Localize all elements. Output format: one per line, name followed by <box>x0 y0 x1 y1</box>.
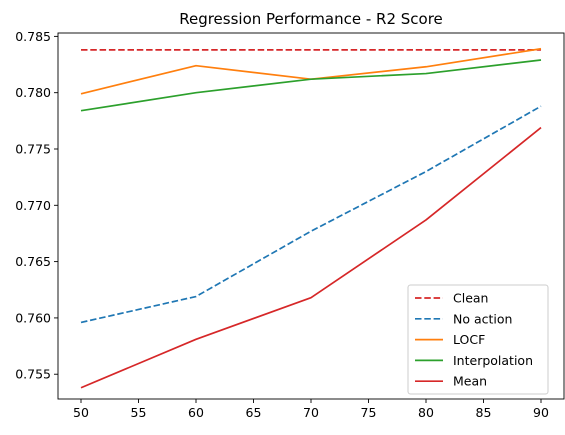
series-line-locf <box>80 47 542 95</box>
chart-title: Regression Performance - R2 Score <box>179 10 443 28</box>
legend-label: Mean <box>453 374 487 389</box>
x-tick-label: 50 <box>73 405 89 420</box>
x-tick-label: 55 <box>131 405 147 420</box>
series-line-mean <box>80 126 542 389</box>
y-tick-label: 0.755 <box>15 367 51 382</box>
legend-box <box>407 284 549 395</box>
x-tick-label: 75 <box>361 405 377 420</box>
x-tick-label: 80 <box>418 405 434 420</box>
series-line-interpolation <box>80 59 542 112</box>
plot-area <box>80 47 542 389</box>
x-tick-label: 70 <box>303 405 319 420</box>
legend-label: Clean <box>453 291 488 306</box>
y-tick-label: 0.760 <box>15 310 51 325</box>
x-tick-label: 65 <box>246 405 262 420</box>
legend: Clean No action LOCF Interpolation Mean <box>407 284 549 395</box>
y-tick-label: 0.785 <box>15 29 51 44</box>
x-tick-label: 85 <box>476 405 492 420</box>
series-line-no-action <box>80 105 542 324</box>
legend-label: LOCF <box>453 332 485 347</box>
legend-label: Interpolation <box>453 353 533 368</box>
y-tick-label: 0.780 <box>15 85 51 100</box>
axes: 50 55 60 65 70 75 80 85 90 0.755 0.760 0.765 0.770 0.… <box>15 29 565 420</box>
x-tick-label: 60 <box>188 405 204 420</box>
y-tick-label: 0.770 <box>15 198 51 213</box>
x-tick-label: 90 <box>533 405 549 420</box>
legend-label: No action <box>453 311 512 326</box>
y-tick-label: 0.765 <box>15 254 51 269</box>
y-tick-label: 0.775 <box>15 141 51 156</box>
